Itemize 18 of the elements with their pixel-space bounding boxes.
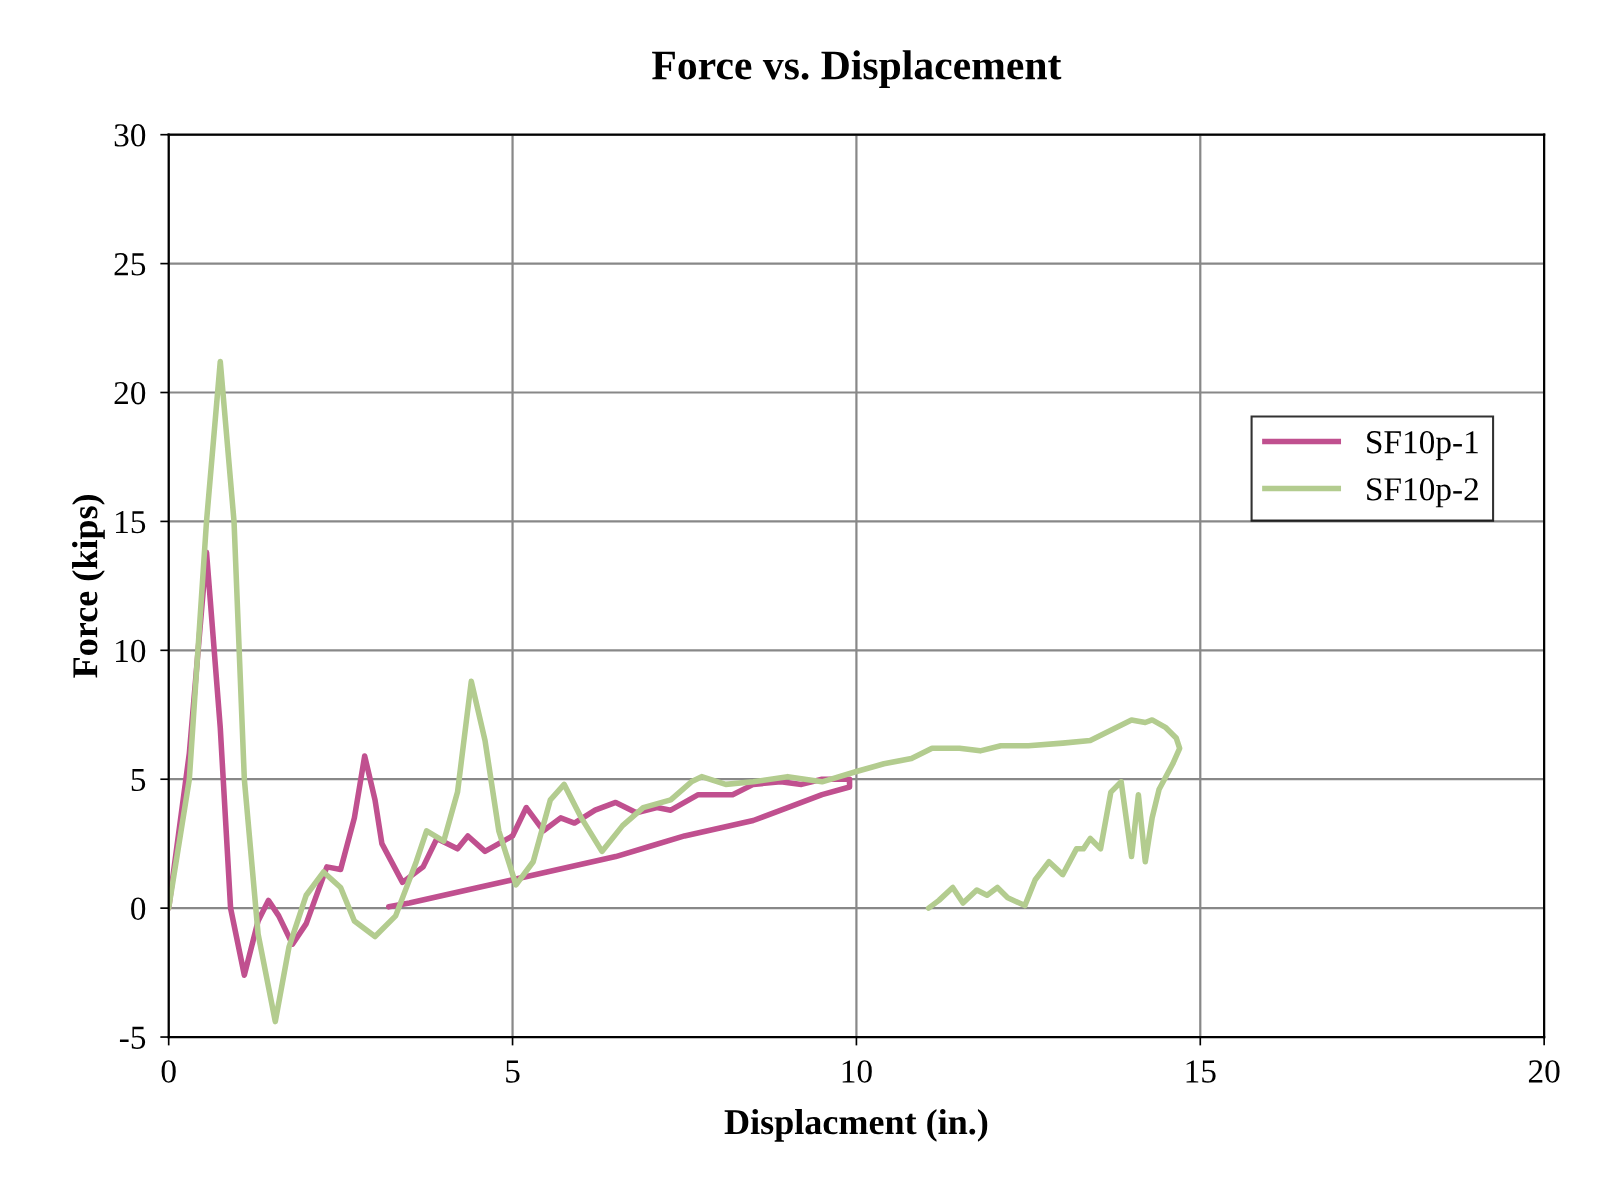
y-tick-label: 15 <box>116 510 146 534</box>
y-axis-title: Force (kips) <box>72 495 105 678</box>
x-tick-label: 0 <box>161 1060 176 1083</box>
y-tick-label: 30 <box>114 124 146 147</box>
y-tick-label: 20 <box>114 381 146 405</box>
y-tick-label: 5 <box>131 768 146 792</box>
chart-title: Force vs. Displacement <box>652 50 1062 89</box>
legend-label: SF10p-1 <box>1367 430 1478 461</box>
legend-label: SF10p-2 <box>1367 478 1478 508</box>
x-axis-title: Displacment (in.) <box>724 1108 988 1142</box>
y-tick-label: -5 <box>119 1026 146 1049</box>
x-tick-label: 15 <box>1186 1060 1216 1083</box>
y-tick-label: 0 <box>131 897 146 921</box>
x-tick-label: 20 <box>1528 1060 1560 1083</box>
y-tick-label: 10 <box>116 639 146 663</box>
x-tick-label: 10 <box>842 1060 872 1083</box>
y-tick-label: 25 <box>114 253 146 276</box>
x-tick-label: 5 <box>506 1060 520 1083</box>
